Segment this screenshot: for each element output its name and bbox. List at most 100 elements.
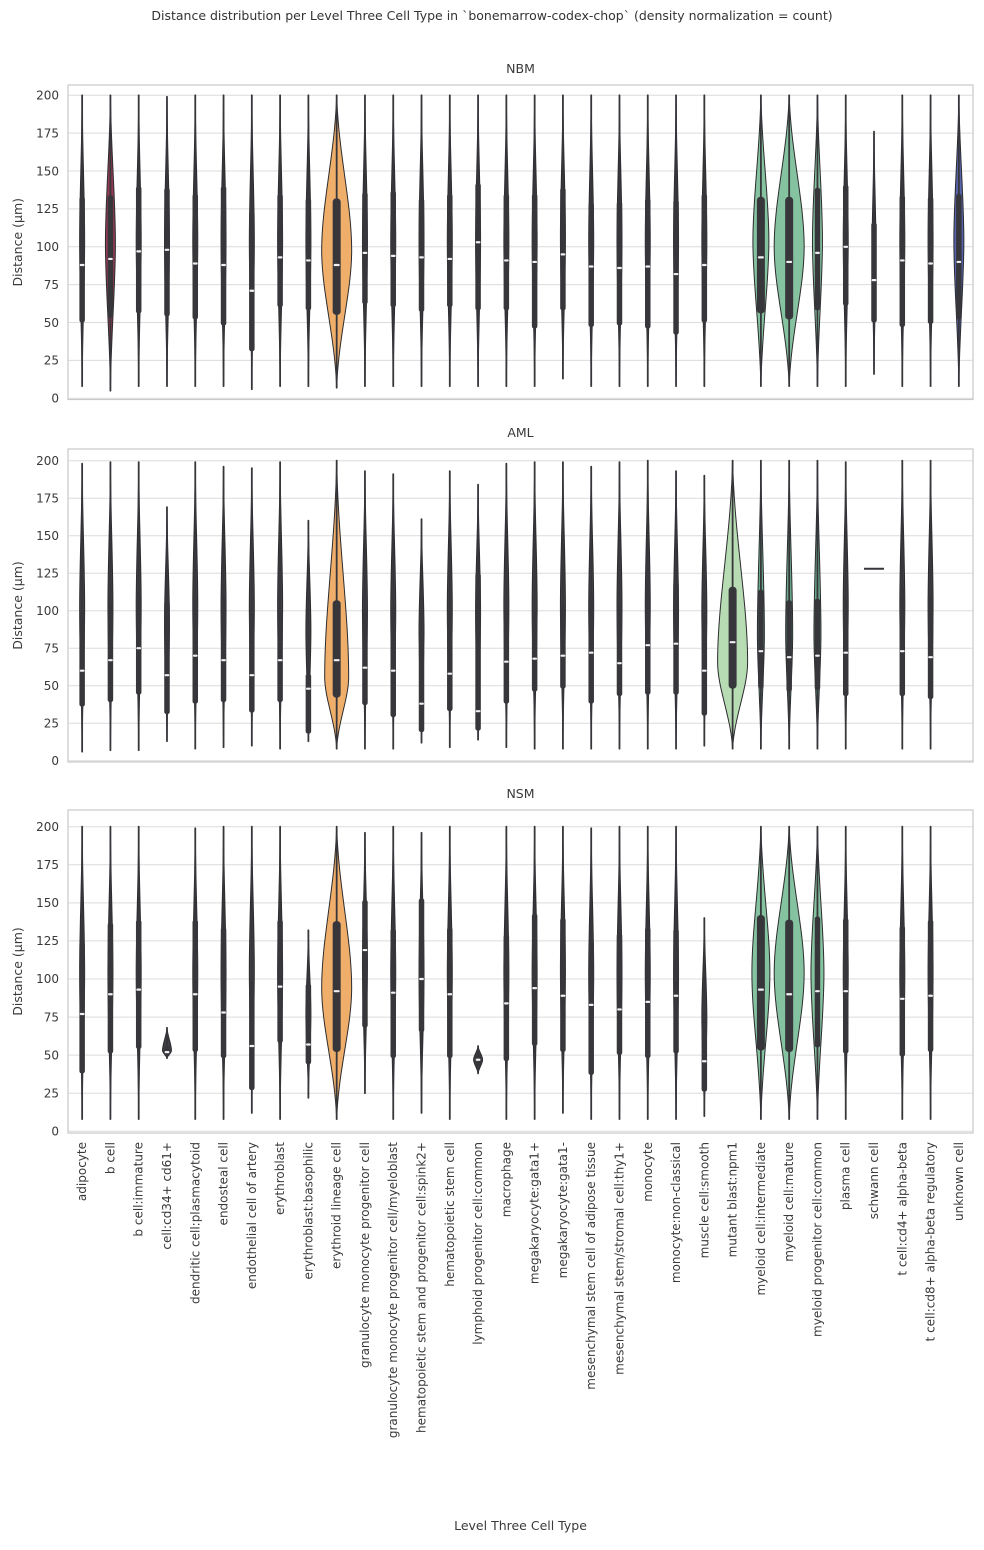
median-tick <box>390 991 396 994</box>
category-label: mutant blast:npm1 <box>726 1142 740 1257</box>
violin-NSM-hematopoietic stem cell <box>446 825 453 1121</box>
median-tick <box>758 650 764 653</box>
violin-NBM-myeloid cell:mature <box>773 94 805 388</box>
iqr-box <box>447 193 453 308</box>
iqr-box <box>332 600 341 698</box>
median-tick <box>79 669 85 672</box>
median-tick <box>79 263 85 267</box>
iqr-box <box>107 195 114 319</box>
figure-title: Distance distribution per Level Three Ce… <box>151 8 833 23</box>
median-tick <box>108 659 113 662</box>
median-tick <box>815 654 820 657</box>
violin-NSM-erythroblast:basophilic <box>305 929 312 1099</box>
violin-AML-monocyte <box>644 459 651 750</box>
iqr-box <box>756 196 765 314</box>
median-tick <box>390 669 396 672</box>
median-tick <box>447 993 453 996</box>
violin-NSM-monocyte <box>644 825 651 1121</box>
iqr-box <box>531 913 538 1047</box>
median-tick <box>192 993 198 996</box>
median-tick <box>362 948 368 952</box>
median-tick <box>701 263 707 267</box>
y-tick-label: 150 <box>36 896 59 910</box>
iqr-box <box>645 927 651 1059</box>
violin-NBM-erythroblast <box>277 94 284 388</box>
y-tick-label: 0 <box>51 1125 59 1139</box>
category-label: muscle cell:smooth <box>697 1142 711 1258</box>
violin-NBM-b cell:immature <box>135 94 142 388</box>
category-label: monocyte <box>641 1142 655 1202</box>
median-tick <box>503 660 509 663</box>
iqr-box <box>645 582 651 695</box>
iqr-box <box>701 616 708 716</box>
category-label: plasma cell <box>839 1142 853 1210</box>
median-tick <box>757 988 764 991</box>
violin-NBM-endosteal cell <box>220 94 227 388</box>
violin-AML-erythroblast <box>277 461 284 750</box>
median-tick <box>419 977 424 981</box>
iqr-box <box>362 612 368 706</box>
iqr-box <box>447 927 453 1059</box>
panel-NSM: 0 25 50 75 100 125 150 175 200 Distance (μm) NSM <box>10 786 974 1139</box>
median-tick <box>362 666 368 669</box>
category-label: mesenchymal stem cell of adipose tissue <box>584 1142 598 1390</box>
iqr-box <box>503 934 510 1062</box>
violin-AML-lymphoid progenitor cell:common <box>475 483 482 741</box>
median-tick <box>221 659 226 662</box>
category-label: cell:cd34+ cd61+ <box>160 1142 174 1250</box>
median-tick <box>419 702 424 705</box>
iqr-box <box>305 198 312 311</box>
y-tick-label: 50 <box>44 679 59 693</box>
category-label: granulocyte monocyte progenitor cell <box>358 1142 372 1368</box>
violin-NBM-unknown cell <box>953 94 965 388</box>
iqr-box <box>447 610 453 712</box>
violin-NSM-adipocyte <box>79 825 86 1121</box>
median-tick <box>786 260 793 264</box>
violin-AML-endosteal cell <box>220 465 227 749</box>
median-tick <box>532 657 538 660</box>
violin-NSM-granulocyte monocyte progenitor cell <box>361 831 368 1095</box>
violin-AML-t cell:cd8+ alpha-beta regulatory <box>927 459 934 750</box>
median-tick <box>108 993 113 996</box>
violin-AML-b cell <box>107 461 114 752</box>
violin-AML-mesenchymal stem/stromal cell:thy1+ <box>616 461 623 750</box>
iqr-box <box>277 919 283 1043</box>
iqr-box <box>814 598 821 691</box>
iqr-box <box>673 582 679 695</box>
panel-border <box>67 448 974 763</box>
median-tick <box>899 650 905 653</box>
iqr-box <box>588 940 594 1075</box>
violin-NBM-t cell:cd4+ alpha-beta <box>899 94 906 388</box>
violin-NBM-schwann cell <box>871 130 877 375</box>
median-tick <box>277 985 283 988</box>
iqr-box <box>616 201 623 326</box>
y-tick-label: 25 <box>44 1086 59 1100</box>
iqr-box <box>107 922 114 1054</box>
iqr-box <box>927 919 934 1053</box>
median-tick <box>617 266 622 270</box>
median-tick <box>871 279 877 282</box>
iqr-box <box>362 899 368 1028</box>
y-tick-label: 175 <box>36 126 59 140</box>
iqr-box <box>701 1012 708 1092</box>
category-label: macrophage <box>499 1142 513 1217</box>
violin-NSM-endothelial cell of artery <box>248 825 255 1114</box>
y-tick-label: 200 <box>36 820 59 834</box>
iqr-box <box>899 588 906 697</box>
panel-title: NSM <box>506 786 534 801</box>
median-tick <box>221 263 226 267</box>
median-tick <box>419 256 424 259</box>
violin-NSM-plasma cell <box>842 825 849 1121</box>
violin-AML-t cell:cd4+ alpha-beta <box>899 459 906 750</box>
y-tick-label: 100 <box>36 604 59 618</box>
median-tick <box>192 262 198 265</box>
median-tick <box>503 1002 509 1005</box>
violin-AML-adipocyte <box>79 462 86 753</box>
violin-NBM-hematopoietic stem cell <box>446 94 453 388</box>
median-tick <box>164 674 170 677</box>
x-axis-label: Level Three Cell Type <box>454 1518 587 1533</box>
iqr-box <box>249 982 255 1091</box>
y-tick-label: 100 <box>36 240 59 254</box>
panel-border <box>67 84 974 401</box>
